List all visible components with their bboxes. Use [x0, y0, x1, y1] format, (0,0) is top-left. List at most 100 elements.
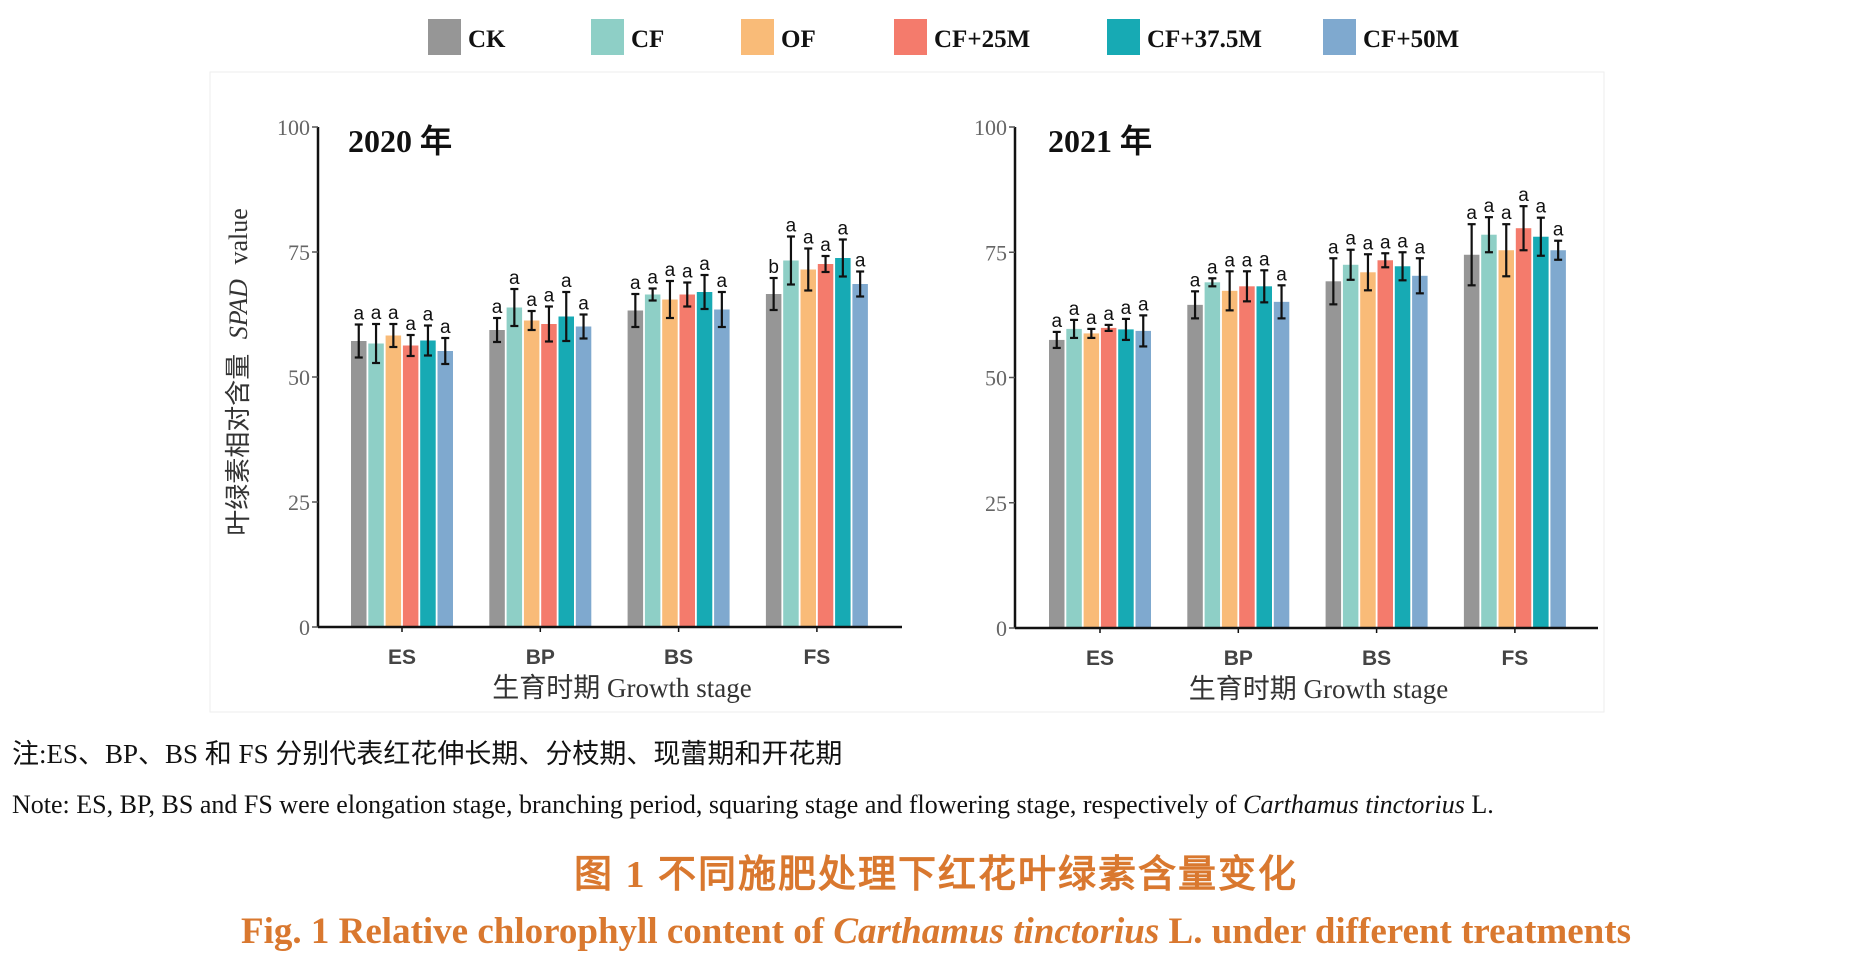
caption-english-text: Fig. 1 Relative chlorophyll content of — [241, 911, 834, 952]
bar-fs-cf-25m — [1515, 228, 1532, 628]
y-axis-label-spad: SPAD — [224, 279, 253, 339]
significance-letter: a — [630, 273, 641, 294]
bar-bs-cf — [644, 294, 661, 627]
significance-letter: a — [1242, 250, 1253, 271]
note-species: Carthamus tinctorius — [1243, 790, 1465, 819]
panel-title: 2020 年 — [348, 123, 452, 159]
note-chinese: 注:ES、BP、BS 和 FS 分别代表红花伸长期、分枝期、现蕾期和开花期 — [12, 739, 843, 769]
bar-fs-of — [1498, 250, 1514, 628]
significance-letter: a — [1121, 298, 1132, 319]
significance-letter: a — [786, 216, 797, 237]
x-tick-label-bs: BS — [1362, 647, 1391, 670]
bar-es-cf — [1066, 328, 1082, 628]
bar-bp-cf — [506, 307, 523, 627]
bar-fs-cf-37-5m — [835, 258, 851, 627]
y-tick-label-100: 100 — [974, 115, 1007, 140]
significance-letter: a — [1224, 250, 1235, 271]
legend: CK CF OF CF+25M CF+37.5M CF+50M — [428, 19, 1459, 55]
bar-es-cf-37-5m — [420, 340, 436, 627]
bar-es-cf — [368, 343, 384, 627]
bar-fs-cf-50m — [852, 284, 868, 627]
bar-fs-ck — [1463, 254, 1480, 628]
panel-title: 2021 年 — [1048, 123, 1152, 159]
bar-es-ck — [351, 341, 367, 627]
legend-label-cf-37-5m: CF+37.5M — [1147, 26, 1262, 53]
x-tick-label-es: ES — [1086, 647, 1114, 670]
significance-letter: a — [820, 235, 831, 256]
significance-letter: a — [1363, 233, 1374, 254]
bar-bp-cf — [1204, 282, 1221, 628]
legend-label-cf-50m: CF+50M — [1363, 26, 1459, 53]
bar-bs-ck — [627, 310, 644, 627]
significance-letter: a — [1484, 196, 1495, 217]
figure-border — [209, 71, 1605, 713]
bar-bp-cf-37-5m — [1256, 286, 1272, 628]
note-english: Note: ES, BP, BS and FS were elongation … — [12, 790, 1494, 820]
significance-letter: a — [1415, 237, 1426, 258]
x-axis-label: 生育时期 Growth stage — [492, 673, 751, 703]
significance-letter: a — [509, 268, 520, 289]
bar-es-ck — [1049, 339, 1065, 628]
bar-bs-cf-37-5m — [696, 292, 713, 627]
significance-letter: a — [405, 314, 416, 335]
significance-letter: a — [855, 251, 866, 272]
y-tick-label-50: 50 — [985, 366, 1007, 391]
note-english-suffix: L. — [1464, 790, 1494, 819]
significance-letter: a — [492, 297, 503, 318]
bar-fs-of — [800, 269, 816, 627]
bar-bs-cf — [1342, 264, 1359, 628]
legend-label-cf: CF — [631, 26, 664, 53]
bar-fs-ck — [765, 294, 782, 627]
bar-bs-of — [1360, 272, 1376, 628]
significance-letter: a — [1345, 229, 1356, 250]
significance-letter: a — [440, 317, 451, 338]
bar-bs-cf-50m — [714, 309, 730, 627]
significance-letter: a — [682, 262, 693, 283]
significance-letter: b — [768, 257, 779, 278]
significance-letter: a — [803, 228, 814, 249]
legend-swatch-cf-37-5m — [1107, 19, 1140, 55]
y-tick-label-100: 100 — [277, 115, 310, 140]
significance-letter: a — [1518, 185, 1529, 206]
significance-letter: a — [1397, 231, 1408, 252]
bar-bp-of — [1221, 290, 1238, 628]
bar-fs-cf-50m — [1550, 250, 1566, 628]
significance-letter: a — [1553, 220, 1564, 241]
significance-letter: a — [1501, 203, 1512, 224]
significance-letter: a — [1207, 257, 1218, 278]
legend-swatch-cf-50m — [1323, 19, 1356, 55]
bar-es-cf-25m — [402, 345, 419, 627]
significance-letter: a — [1276, 264, 1287, 285]
caption-english-suffix: L. under different treatments — [1159, 911, 1631, 952]
significance-letter: a — [1328, 237, 1339, 258]
x-tick-label-bs: BS — [664, 646, 693, 669]
significance-letter: a — [1086, 308, 1097, 329]
significance-letter: a — [423, 305, 434, 326]
legend-swatch-cf-25m — [894, 19, 927, 55]
significance-letter: a — [647, 268, 658, 289]
significance-letter: a — [544, 286, 555, 307]
x-tick-label-bp: BP — [1224, 647, 1253, 670]
bar-bs-cf-37-5m — [1394, 266, 1411, 628]
significance-letter: a — [371, 303, 382, 324]
x-tick-label-fs: FS — [1501, 647, 1528, 670]
bar-bs-cf-25m — [679, 294, 695, 627]
legend-swatch-cf — [591, 19, 624, 55]
significance-letter: a — [1536, 197, 1547, 218]
significance-letter: a — [1380, 232, 1391, 253]
significance-letter: a — [561, 271, 572, 292]
significance-letter: a — [1051, 311, 1062, 332]
significance-letter: a — [1259, 249, 1270, 270]
y-tick-label-0: 0 — [299, 615, 310, 640]
legend-label-cf-25m: CF+25M — [934, 26, 1030, 53]
bar-es-cf-25m — [1100, 327, 1117, 628]
bar-fs-cf-25m — [817, 264, 834, 627]
significance-letter: a — [388, 303, 399, 324]
significance-letter: a — [1069, 299, 1080, 320]
y-tick-label-50: 50 — [288, 365, 310, 390]
bar-bs-cf-50m — [1412, 275, 1428, 628]
bar-fs-cf — [783, 260, 799, 627]
bar-fs-cf-37-5m — [1533, 236, 1549, 628]
y-tick-label-75: 75 — [288, 240, 310, 265]
